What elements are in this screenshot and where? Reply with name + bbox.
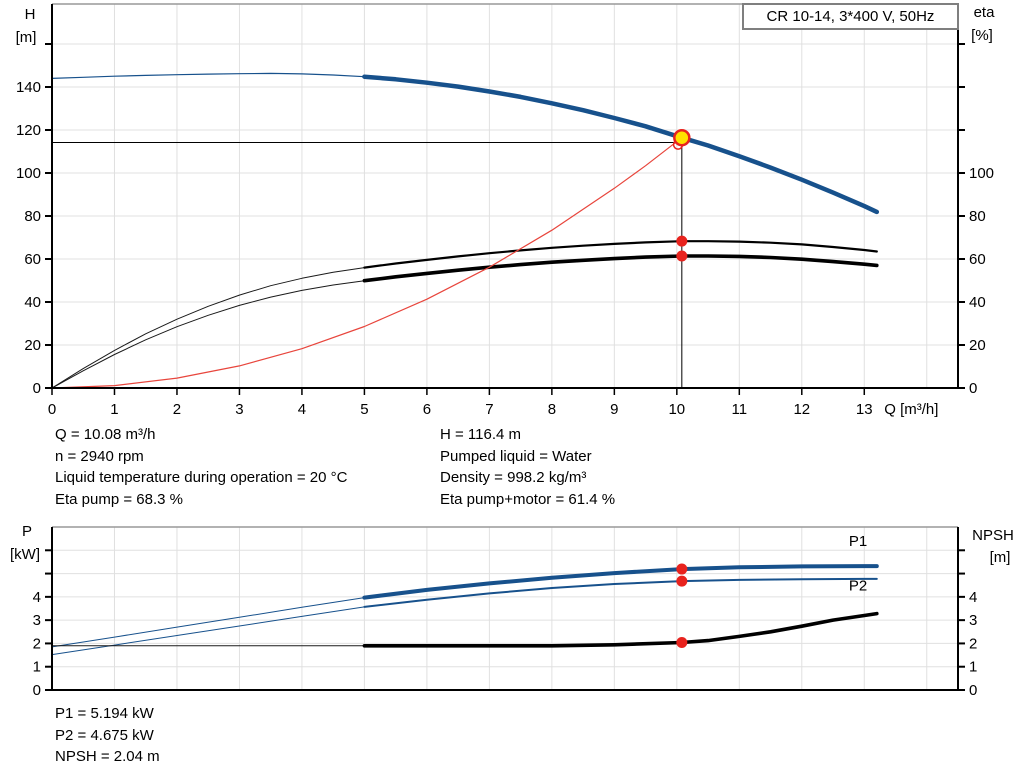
duty-info-right: H = 116.4 m Pumped liquid = Water Densit… [440,424,615,510]
x-tick-label: 13 [856,401,873,418]
x-tick-label: 0 [48,401,56,418]
power-info: P1 = 5.194 kW P2 = 4.675 kW NPSH = 2.04 … [55,703,160,768]
pump-model-badge: CR 10-14, 3*400 V, 50Hz [742,3,959,30]
info-line-p2: P2 = 4.675 kW [55,726,154,744]
y-left-tick-label: 0 [33,682,41,699]
npsh-duty-dot [676,636,688,648]
info-line-head: H = 116.4 m [440,426,522,443]
y-right-tick-label: 0 [969,682,977,699]
eta-pump-curve [363,240,878,269]
x-tick-label: 8 [548,401,556,418]
y-left-tick-label: 0 [33,380,41,397]
x-tick-label: 9 [610,401,618,418]
eta-pump-motor-curve [362,254,879,283]
x-tick-label: 11 [732,401,748,418]
y-left-tick-label: 20 [24,337,41,354]
info-line-speed: n = 2940 rpm [55,447,144,465]
y-left-tick-label: 40 [24,294,41,311]
y-right-tick-label: 60 [969,251,986,268]
info-line-pumped-liquid: Pumped liquid = Water [440,447,592,465]
y-left-tick-label: 60 [24,251,41,268]
y-left-tick-label: 120 [16,122,41,139]
x-tick-label: 1 [110,401,118,418]
eta-pump-curve-thin [51,267,365,389]
qh-curve-duty-range [362,74,880,215]
pump-model-label: CR 10-14, 3*400 V, 50Hz [766,8,935,25]
info-line-npsh: NPSH = 2.04 m [55,748,160,766]
info-line-flow: Q = 10.08 m³/h [55,426,156,443]
axis-title-right: [m] [990,549,1011,566]
info-line-liquid-temp: Liquid temperature during operation = 20… [55,469,348,487]
y-left-tick-label: 80 [24,208,41,225]
x-tick-label: 4 [298,401,306,418]
p2-curve-thin [51,606,365,656]
y-right-tick-label: 4 [969,589,977,606]
y-right-tick-label: 20 [969,337,986,354]
x-axis-title: Q [m³/h] [884,401,938,418]
series-label-p1: P1 [849,533,867,550]
info-line-density: Density = 998.2 kg/m³ [440,469,587,487]
p1-curve [362,564,879,600]
eta-pump-duty-dot [676,235,688,247]
x-tick-label: 2 [173,401,181,418]
y-left-tick-label: 100 [16,165,41,182]
info-line-p1: P1 = 5.194 kW [55,705,154,722]
y-left-tick-label: 3 [33,612,41,629]
y-right-tick-label: 2 [969,635,977,652]
x-tick-label: 5 [360,401,368,418]
y-left-tick-label: 2 [33,635,41,652]
x-tick-label: 7 [485,401,493,418]
y-left-tick-label: 140 [16,79,41,96]
x-tick-label: 6 [423,401,431,418]
x-tick-label: 12 [793,401,810,418]
p2-duty-dot [676,575,688,587]
axis-title-left: [kW] [10,546,40,563]
duty-info-left: Q = 10.08 m³/h n = 2940 rpm Liquid tempe… [55,424,347,510]
y-right-tick-label: 3 [969,612,977,629]
p2-curve [363,577,878,608]
npsh-curve [362,611,879,648]
y-right-tick-label: 1 [969,659,977,676]
info-line-eta-pump: Eta pump = 68.3 % [55,490,183,508]
qh-curve-thin [51,72,365,80]
system-curve [51,137,683,389]
axis-title-left: P [22,523,32,540]
eta-pump-motor-duty-dot [676,250,688,262]
series-label-p2: P2 [849,577,867,594]
y-right-tick-label: 0 [969,380,977,397]
p1-curve-thin [51,597,365,648]
y-left-tick-label: 1 [33,659,41,676]
x-tick-label: 3 [235,401,243,418]
axis-title-left: [m] [16,29,37,46]
duty-point-marker [673,128,691,147]
y-right-tick-label: 80 [969,208,986,225]
axis-title-right: NPSH [972,527,1014,544]
axis-title-right: [%] [971,27,993,44]
y-right-tick-label: 40 [969,294,986,311]
y-right-tick-label: 100 [969,165,994,182]
axis-title-right: eta [974,4,996,21]
p1-duty-dot [676,563,688,575]
x-tick-label: 10 [668,401,685,418]
info-line-eta-pump-motor: Eta pump+motor = 61.4 % [440,490,616,508]
eta-pump-motor-curve-thin [51,280,365,389]
axis-title-left: H [25,6,36,23]
y-left-tick-label: 4 [33,589,41,606]
